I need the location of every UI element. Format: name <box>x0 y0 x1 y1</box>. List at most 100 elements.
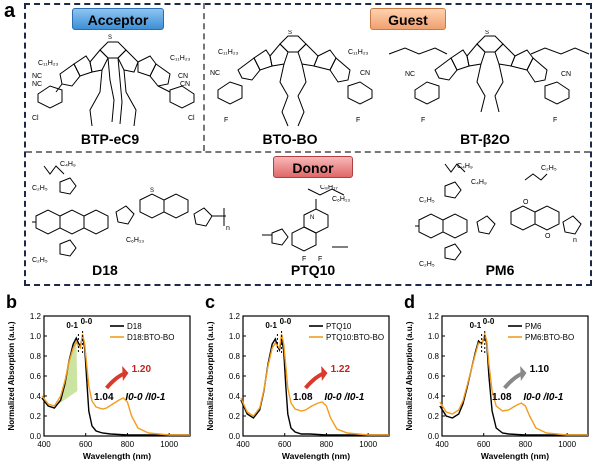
x-tick-label: 400 <box>236 440 250 449</box>
svg-text:S: S <box>150 188 154 194</box>
svg-text:C₆H₁₃: C₆H₁₃ <box>332 196 350 203</box>
y-tick-label: 0.8 <box>428 352 440 361</box>
svg-text:C₄H₉: C₄H₉ <box>60 161 76 168</box>
svg-text:F: F <box>318 256 322 263</box>
y-tick-label: 0.0 <box>428 432 440 441</box>
svg-text:N: N <box>310 215 314 221</box>
legend-label: D18:BTO-BO <box>127 333 174 342</box>
x-tick-label: 800 <box>320 440 334 449</box>
ratio-after: 1.22 <box>331 364 351 375</box>
svg-text:CN: CN <box>360 70 370 77</box>
x-axis-label: Wavelength (nm) <box>481 451 549 461</box>
svg-text:C₁₁H₂₃: C₁₁H₂₃ <box>348 49 369 56</box>
bto-bo-structure: S C₁₁H₂₃ C₁₁H₂₃ NC CN F F <box>210 30 373 127</box>
y-tick-label: 0.6 <box>428 372 440 381</box>
ratio-arrow <box>503 372 523 390</box>
svg-text:C₆H₁₃: C₆H₁₃ <box>126 237 144 244</box>
svg-text:NC: NC <box>405 71 415 78</box>
y-tick-label: 0.8 <box>30 352 42 361</box>
acceptor-divider <box>203 3 205 151</box>
ratio-before: 1.08 <box>293 392 313 403</box>
ratio-label: I0-0 /I0-1 <box>523 392 563 403</box>
svg-text:O: O <box>523 199 529 206</box>
ratio-after: 1.20 <box>132 364 152 375</box>
svg-text:O: O <box>545 233 551 240</box>
ratio-before: 1.08 <box>492 392 512 403</box>
svg-text:C₈H₁₇: C₈H₁₇ <box>320 185 338 191</box>
svg-text:CN: CN <box>178 73 188 80</box>
ratio-arrow <box>304 372 324 390</box>
x-tick-label: 600 <box>477 440 491 449</box>
y-axis-label: Normalized Absorption (a.u.) <box>405 321 414 430</box>
svg-text:C₂H₅: C₂H₅ <box>419 197 435 204</box>
bto-bo-label: BTO-BO <box>262 131 318 147</box>
svg-text:F: F <box>302 256 306 263</box>
svg-text:C₄H₉: C₄H₉ <box>457 163 473 170</box>
x-tick-label: 400 <box>435 440 449 449</box>
ratio-arrow <box>105 372 125 390</box>
y-tick-label: 0.4 <box>30 392 42 401</box>
guest-tag: Guest <box>370 8 446 30</box>
svg-text:Cl: Cl <box>188 115 195 122</box>
svg-text:n: n <box>573 237 577 244</box>
y-tick-label: 1.2 <box>229 312 241 321</box>
svg-text:NC: NC <box>210 70 220 77</box>
peak-label-0-1: 0-1 <box>470 321 482 330</box>
panel-letter-d: d <box>404 292 415 312</box>
svg-text:C₂H₅: C₂H₅ <box>419 261 435 268</box>
y-tick-label: 0.4 <box>428 392 440 401</box>
x-tick-label: 600 <box>278 440 292 449</box>
overlap-shading <box>58 338 78 404</box>
x-axis-label: Wavelength (nm) <box>282 451 350 461</box>
svg-text:n: n <box>226 225 230 232</box>
y-axis-label: Normalized Absorption (a.u.) <box>206 321 215 430</box>
chart-d: d 400 600 800 1000 0.0 0.2 0.4 0.6 0.8 1.0 1.2 Wavel… <box>404 292 589 461</box>
y-axis-label: Normalized Absorption (a.u.) <box>7 321 16 430</box>
bt-b2o-structure: S NC CN F F <box>388 30 590 124</box>
y-tick-label: 1.0 <box>229 332 241 341</box>
peak-label-0-1: 0-1 <box>66 321 78 330</box>
legend-label: PM6 <box>525 322 542 331</box>
peak-label-0-0: 0-0 <box>483 317 495 326</box>
pm6-structure: C₄H₉ C₄H₉ C₂H₅ C₂H₅ O O C₂H₅ n <box>415 163 582 268</box>
series-line-0 <box>240 337 389 436</box>
x-tick-label: 1000 <box>160 440 178 449</box>
y-tick-label: 0.0 <box>229 432 241 441</box>
y-tick-label: 0.6 <box>30 372 42 381</box>
svg-text:C₂H₅: C₂H₅ <box>32 257 48 264</box>
y-tick-label: 0.2 <box>428 412 440 421</box>
x-tick-label: 800 <box>519 440 533 449</box>
x-tick-label: 1000 <box>359 440 377 449</box>
svg-text:F: F <box>421 117 425 124</box>
svg-text:S: S <box>288 30 292 36</box>
ptq10-structure: C₈H₁₇ C₆H₁₃ N F F <box>262 185 350 263</box>
y-tick-label: 0.0 <box>30 432 42 441</box>
panel-letter-b: b <box>6 292 17 312</box>
y-tick-label: 0.6 <box>229 372 241 381</box>
d18-structure: C₄H₉ C₂H₅ S C₆H₁₃ C₂H₅ n <box>32 161 230 264</box>
svg-text:F: F <box>553 117 557 124</box>
y-tick-label: 1.0 <box>428 332 440 341</box>
donor-divider <box>26 151 590 153</box>
ratio-arrowhead <box>122 366 129 381</box>
svg-text:C₁₁H₂₃: C₁₁H₂₃ <box>170 55 191 62</box>
ratio-label: I0-0 /I0-1 <box>125 392 165 403</box>
svg-text:S: S <box>108 35 112 41</box>
svg-text:S: S <box>485 30 489 36</box>
svg-text:C₂H₅: C₂H₅ <box>541 165 557 172</box>
y-tick-label: 0.2 <box>229 412 241 421</box>
btp-ec9-label: BTP-eC9 <box>80 131 140 147</box>
svg-text:F: F <box>224 117 228 124</box>
panel-letter-a: a <box>4 0 16 22</box>
ratio-after: 1.10 <box>530 364 550 375</box>
x-tick-label: 600 <box>79 440 93 449</box>
x-axis-label: Wavelength (nm) <box>83 451 151 461</box>
x-tick-label: 1000 <box>558 440 576 449</box>
legend-label: D18 <box>127 322 142 331</box>
y-tick-label: 0.4 <box>229 392 241 401</box>
svg-text:CN: CN <box>561 71 571 78</box>
y-tick-label: 1.2 <box>428 312 440 321</box>
donor-tag: Donor <box>273 156 353 178</box>
svg-text:Cl: Cl <box>32 115 39 122</box>
ratio-arrowhead <box>321 366 328 381</box>
